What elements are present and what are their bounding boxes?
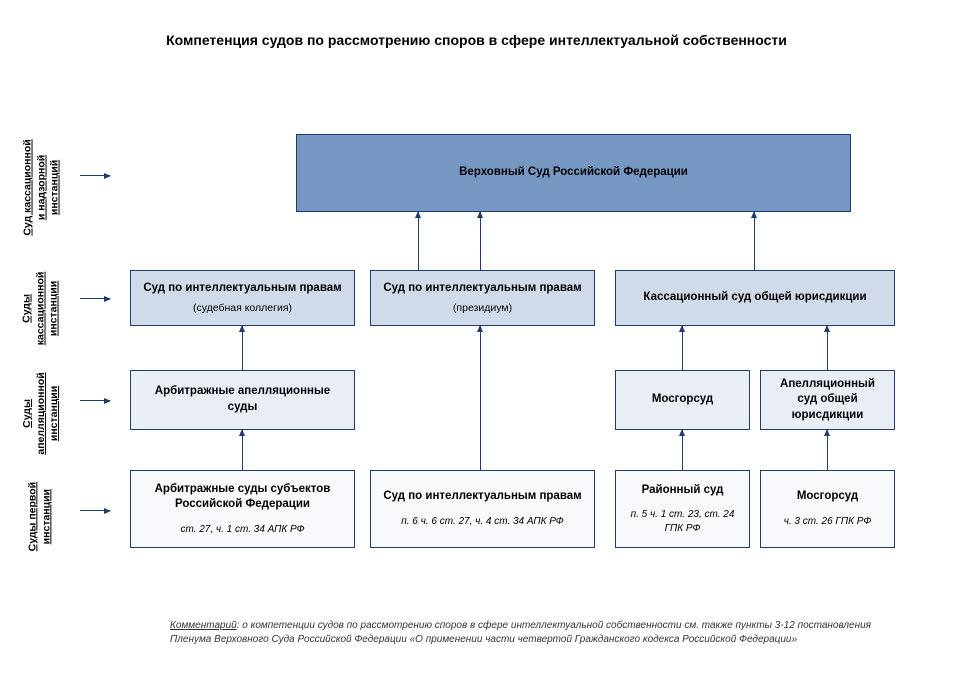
row-arrow-3	[80, 400, 110, 401]
node-cassationGeneral: Кассационный суд общей юрисдикции	[615, 270, 895, 326]
node-title: Арбитражные апелляционные суды	[139, 384, 346, 415]
node-title: Суд по интеллектуальным правам	[383, 489, 581, 505]
node-title: Мосгорсуд	[652, 392, 713, 408]
node-ipCourtPresidium: Суд по интеллектуальным правам (президиум…	[370, 270, 595, 326]
node-ipCourtFirst: Суд по интеллектуальным правам п. 6 ч. 6 …	[370, 470, 595, 548]
row-label-appeal: Суды апелляционной инстанции	[21, 356, 62, 471]
node-title: Кассационный суд общей юрисдикции	[643, 290, 866, 306]
page-title: Компетенция судов по рассмотрению споров…	[0, 32, 953, 48]
node-title: Апелляционный суд общей юрисдикции	[769, 377, 886, 424]
row-label-first: Суды первой инстанции	[26, 467, 53, 567]
node-districtCourt: Районный суд п. 5 ч. 1 ст. 23, ст. 24 ГПК…	[615, 470, 750, 548]
edge-arbAppeal-to-ipCourtCollegium	[242, 326, 243, 370]
node-appealGeneral: Апелляционный суд общей юрисдикции	[760, 370, 895, 430]
node-ipCourtCollegium: Суд по интеллектуальным правам (судебная …	[130, 270, 355, 326]
node-note: ст. 27, ч. 1 ст. 34 АПК РФ	[180, 523, 304, 537]
node-mosgorsud2: Мосгорсуд ч. 3 ст. 26 ГПК РФ	[760, 470, 895, 548]
node-subtitle: (президиум)	[453, 301, 512, 315]
node-title: Верховный Суд Российской Федерации	[459, 165, 688, 181]
edge-arbSubjects-to-arbAppeal	[242, 430, 243, 470]
row-label-cassation: Суды кассационной инстанции	[21, 253, 62, 363]
footer-comment: Комментарий: о компетенции судов по расс…	[170, 619, 893, 647]
node-arbSubjects: Арбитражные суды субъектов Российской Фе…	[130, 470, 355, 548]
edge-cassationGeneral-to-supreme	[754, 212, 755, 270]
footer-label: Комментарий	[170, 620, 237, 631]
row-arrow-4	[80, 510, 110, 511]
edge-ipCourtFirst-to-ipCourtPresidium	[480, 326, 481, 470]
node-arbAppeal: Арбитражные апелляционные суды	[130, 370, 355, 430]
node-title: Суд по интеллектуальным правам	[143, 281, 341, 297]
row-arrow-2	[80, 298, 110, 299]
edge-ipCourtCollegium-to-supreme	[418, 212, 419, 270]
node-note: п. 6 ч. 6 ст. 27, ч. 4 ст. 34 АПК РФ	[401, 515, 564, 529]
node-title: Арбитражные суды субъектов Российской Фе…	[139, 482, 346, 513]
node-note: ч. 3 ст. 26 ГПК РФ	[784, 515, 872, 529]
node-supreme: Верховный Суд Российской Федерации	[296, 134, 851, 212]
row-label-cassation-supervisory: Суд кассационной и надзорной инстанций	[22, 127, 63, 247]
row-arrow-1	[80, 175, 110, 176]
node-title: Мосгорсуд	[797, 489, 858, 505]
edge-mosgorsud2-to-appealGeneral	[827, 430, 828, 470]
edge-appealGeneral-to-cassationGeneral	[827, 326, 828, 370]
footer-text: : о компетенции судов по рассмотрению сп…	[170, 620, 871, 645]
node-title: Суд по интеллектуальным правам	[383, 281, 581, 297]
node-mosgorsud1: Мосгорсуд	[615, 370, 750, 430]
node-note: п. 5 ч. 1 ст. 23, ст. 24 ГПК РФ	[624, 508, 741, 535]
node-subtitle: (судебная коллегия)	[193, 301, 292, 315]
edge-ipCourtPresidium-to-supreme	[480, 212, 481, 270]
node-title: Районный суд	[642, 483, 724, 499]
edge-districtCourt-to-mosgorsud1	[682, 430, 683, 470]
edge-mosgorsud1-to-cassationGeneral	[682, 326, 683, 370]
